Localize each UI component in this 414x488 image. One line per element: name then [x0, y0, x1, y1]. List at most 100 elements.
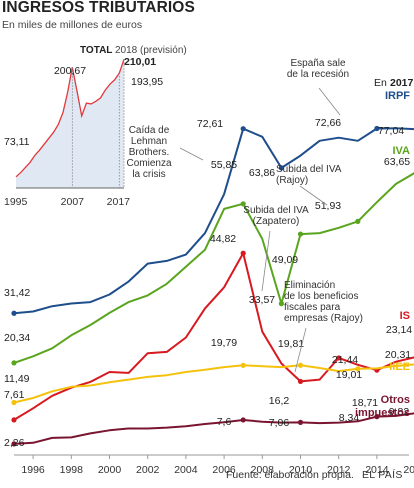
annotation-iva_rajoy: Subida del IVA	[276, 164, 342, 175]
x-tick-label: 2006	[212, 464, 236, 476]
annotation-lehman: Brothers.	[129, 147, 170, 158]
value-label-otros: 7,06	[269, 417, 290, 429]
value-label-otros: 9,82	[389, 406, 410, 418]
value-label-irpf: 31,42	[4, 287, 30, 299]
value-label-is: 44,82	[210, 233, 236, 245]
value-label-otros: 7,6	[217, 416, 232, 428]
x-tick-label: 2004	[174, 464, 198, 476]
value-label-irpf: 63,86	[249, 167, 275, 179]
annotation-iva_rajoy: (Rajoy)	[276, 175, 308, 186]
data-point-is	[11, 417, 17, 423]
source-note: Fuente: elaboración propia.	[226, 469, 354, 481]
inset-total-label: TOTAL	[80, 45, 112, 56]
annotation-espana: España sale	[290, 58, 345, 69]
x-tick-label: 1996	[21, 464, 45, 476]
chart-subtitle: En miles de millones de euros	[2, 19, 143, 31]
value-label-iva: 49,09	[272, 254, 298, 266]
value-label-iva: 33,57	[249, 294, 275, 306]
value-label-iiee: 19,79	[211, 337, 237, 349]
annotation-iva_zapatero: (Zapatero)	[253, 216, 300, 227]
legend-is: IS	[400, 310, 410, 322]
annotation-eliminacion: de los beneficios	[284, 291, 359, 302]
value-label-is: 18,71	[352, 397, 378, 409]
x-tick-label: 2012	[327, 464, 351, 476]
series-line-is	[13, 252, 414, 421]
x-tick-label: 2016	[403, 464, 414, 476]
x-tick-label: 2002	[136, 464, 160, 476]
x-tick-label: 2010	[289, 464, 313, 476]
data-point-otros	[240, 417, 246, 423]
chart-title: INGRESOS TRIBUTARIOS	[2, 0, 195, 16]
value-label-iiee: 19,81	[278, 338, 304, 350]
legend-iiee: IIEE	[389, 361, 410, 373]
series-line-otros	[13, 412, 414, 445]
inset-peak-label: 200,67	[54, 65, 86, 77]
inset-line	[15, 59, 125, 178]
data-point-iva	[355, 218, 361, 224]
data-point-iiee	[11, 399, 17, 406]
data-point-iva	[11, 360, 17, 366]
annotation-lehman: Lehman	[131, 136, 167, 147]
legend-irpf: IRPF	[385, 90, 410, 102]
data-point-otros	[374, 414, 380, 420]
data-point-irpf	[240, 126, 246, 132]
data-point-is	[240, 250, 246, 256]
legend-otros-2: impuestos	[355, 407, 410, 419]
data-point-iiee	[297, 362, 304, 368]
value-label-iva: 20,34	[4, 332, 30, 344]
annotation-lehman: Caída de	[129, 125, 170, 136]
data-point-iiee	[355, 366, 361, 372]
data-point-iva	[278, 301, 284, 307]
inset-x-label: 2007	[61, 196, 85, 208]
value-label-iiee: 11,49	[4, 373, 30, 385]
data-point-irpf	[11, 310, 17, 316]
brand-logo: EL PAÍS	[362, 469, 403, 481]
value-label-is: 21,44	[332, 354, 358, 366]
inset-forecast-value: 210,01	[124, 56, 156, 68]
value-label-iva: 51,93	[315, 200, 341, 212]
data-point-is	[336, 355, 342, 361]
value-label-otros: 8,34	[339, 412, 360, 424]
data-point-iva	[297, 231, 304, 237]
value-label-iva: 63,65	[384, 156, 410, 168]
annotation-espana: de la recesión	[287, 69, 349, 80]
series-line-irpf	[13, 127, 414, 315]
annotation-iva_zapatero: Subida del IVA	[243, 205, 309, 216]
value-label-is: 7,61	[4, 389, 25, 401]
legend-otros: Otros	[381, 394, 410, 406]
en-label: En	[374, 77, 387, 89]
annotation-leader	[318, 87, 341, 116]
annotation-leader	[179, 147, 204, 161]
annotation-eliminacion: empresas (Rajoy)	[284, 313, 363, 324]
inset-forecast-label: 2018 (previsión)	[115, 45, 187, 56]
annotation-lehman: Comienza	[126, 158, 171, 169]
data-point-irpf	[374, 125, 380, 132]
series-line-iva	[13, 172, 414, 364]
x-tick-label: 2008	[251, 464, 275, 476]
annotation-eliminacion: fiscales para	[284, 302, 341, 313]
value-label-is: 23,14	[386, 324, 412, 336]
value-label-irpf: 77,04	[378, 125, 404, 137]
annotation-lehman: la crisis	[132, 169, 165, 180]
value-label-otros: 2,26	[4, 437, 25, 449]
value-label-irpf: 72,66	[315, 117, 341, 129]
value-label-iva: 55,85	[211, 159, 237, 171]
annotation-leader	[294, 327, 307, 373]
inset-start-label: 73,11	[4, 136, 30, 148]
x-tick-label: 1998	[60, 464, 84, 476]
data-point-iva	[240, 201, 246, 207]
en-year-label: 2017	[390, 77, 414, 89]
x-tick-label: 2014	[365, 464, 389, 476]
inset-x-label: 1995	[4, 196, 28, 208]
inset-x-label: 2017	[107, 196, 131, 208]
value-label-iiee: 19,01	[336, 369, 362, 381]
value-label-is: 16,2	[269, 395, 290, 407]
annotation-leader	[299, 185, 328, 206]
data-point-irpf	[278, 165, 284, 171]
series-line-iiee	[13, 363, 414, 404]
data-point-otros	[11, 441, 17, 447]
inset-area	[16, 59, 124, 188]
value-label-iiee: 20,31	[385, 349, 411, 361]
legend-iva: IVA	[392, 145, 410, 157]
